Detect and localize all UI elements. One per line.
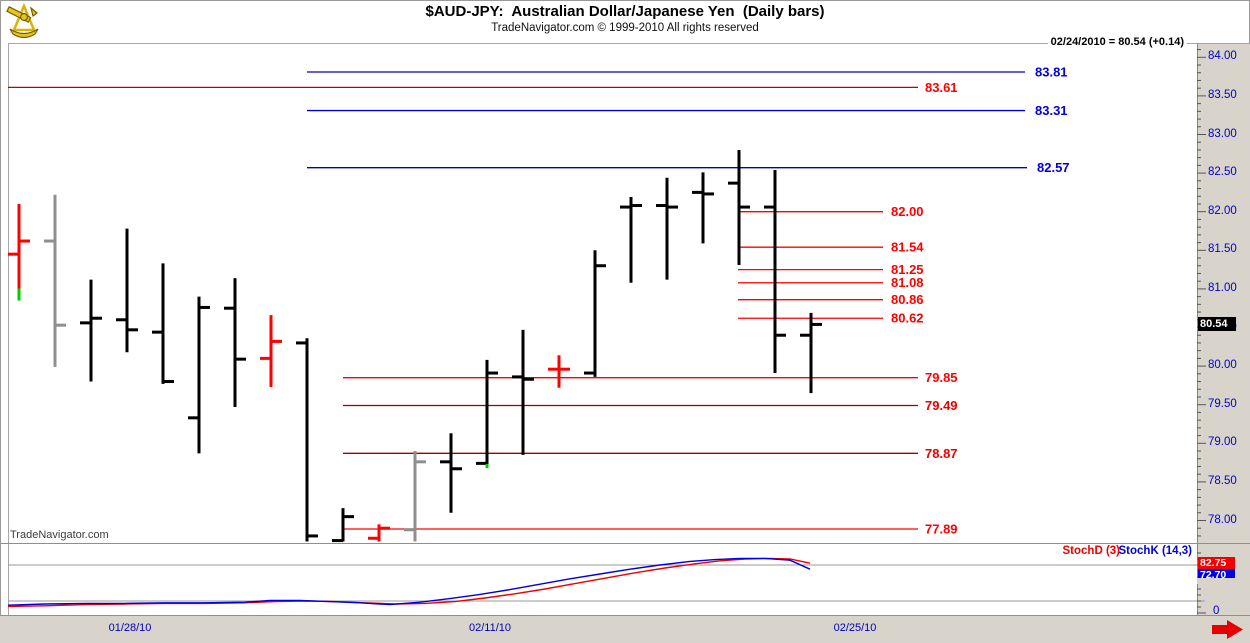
last-quote-info: 02/24/2010 = 80.54 (+0.14) <box>1047 36 1187 48</box>
stochastic-panel <box>8 544 1198 615</box>
y-axis-label-83.00: 83.00 <box>1208 127 1237 140</box>
x-axis-date-label: 02/25/10 <box>833 622 877 634</box>
trade-navigator-logo-icon <box>6 2 39 39</box>
x-axis-date-label: 02/11/10 <box>468 622 512 634</box>
main-price-panel <box>8 43 1198 544</box>
y-axis-label-79.00: 79.00 <box>1208 436 1237 449</box>
stoch-zero-label: 0 <box>1213 605 1220 617</box>
chart-subtitle: TradeNavigator.com © 1999-2010 All right… <box>491 22 759 34</box>
time-axis-strip <box>0 615 1250 643</box>
x-axis-date-label: 01/28/10 <box>108 622 152 634</box>
price-chart-plot-area[interactable] <box>8 43 1197 543</box>
y-axis-label-82.00: 82.00 <box>1208 204 1237 217</box>
y-axis-label-82.50: 82.50 <box>1208 166 1237 179</box>
y-axis-label-78.00: 78.00 <box>1208 513 1237 526</box>
stochk-legend-label: StochK (14,3) <box>1118 545 1193 557</box>
panel-divider <box>0 543 1250 544</box>
scroll-right-arrow-button[interactable] <box>1205 618 1250 642</box>
stochd-legend-label: StochD (3) <box>1062 545 1121 557</box>
y-axis-label-81.50: 81.50 <box>1208 243 1237 256</box>
chart-title: $AUD-JPY: Australian Dollar/Japanese Yen… <box>425 3 825 20</box>
y-axis-label-81.00: 81.00 <box>1208 281 1237 294</box>
watermark: TradeNavigator.com <box>10 529 109 541</box>
stochd-value-badge: 82.75 <box>1198 557 1235 569</box>
y-axis-label-83.50: 83.50 <box>1208 88 1237 101</box>
y-axis-label-79.50: 79.50 <box>1208 397 1237 410</box>
current-price-badge: 80.54 <box>1198 317 1236 331</box>
y-axis-label-84.00: 84.00 <box>1208 50 1237 63</box>
stochk-value-badge: 72.70 <box>1198 569 1235 578</box>
y-axis-label-78.50: 78.50 <box>1208 474 1237 487</box>
y-axis-label-80.00: 80.00 <box>1208 359 1237 372</box>
